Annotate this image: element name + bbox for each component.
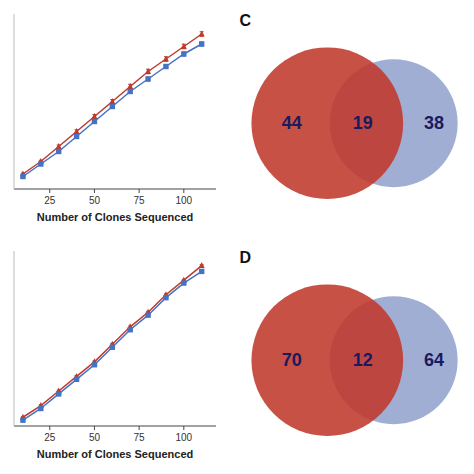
venn-set-left: [251, 47, 403, 199]
x-axis: [14, 189, 216, 190]
error-bar: [75, 135, 79, 139]
marker: [110, 104, 115, 109]
x-tick: [139, 189, 140, 193]
x-tick: [139, 426, 140, 430]
series-line: [23, 271, 202, 420]
venn-right-count: 38: [424, 113, 444, 133]
panel-label: D: [240, 249, 252, 266]
series: [20, 31, 205, 177]
x-tick-label: 75: [134, 195, 146, 206]
x-tick-label: 75: [134, 432, 146, 443]
marker: [127, 83, 133, 89]
x-label: Number of Clones Sequenced: [37, 211, 193, 223]
marker: [38, 406, 43, 411]
y-axis: [14, 251, 15, 426]
marker: [74, 128, 80, 134]
venn-panel: D 70 12 64: [240, 249, 458, 436]
marker: [56, 391, 61, 396]
venn-left-count: 70: [282, 350, 302, 370]
marker: [56, 149, 61, 154]
marker: [74, 377, 79, 382]
marker: [181, 43, 187, 49]
plot-area: [20, 262, 205, 423]
marker: [20, 174, 25, 179]
x-axis: [14, 426, 216, 427]
venn-overlap-count: 19: [353, 113, 373, 133]
marker: [199, 31, 205, 37]
error-bar: [110, 105, 114, 109]
marker: [56, 143, 62, 149]
y-axis: [14, 14, 15, 189]
venn-left-count: 44: [282, 113, 302, 133]
figure: 25 50 75 100 Number of Clones Sequenced 25 50 7…: [0, 0, 474, 474]
x-tick: [49, 426, 50, 430]
marker: [199, 41, 204, 46]
marker: [92, 362, 97, 367]
series: [20, 41, 204, 179]
x-tick-label: 50: [89, 432, 101, 443]
marker: [145, 68, 151, 74]
plot-area: [20, 31, 205, 180]
line-panel: 25 50 75 100 Number of Clones Sequenced: [14, 251, 216, 460]
marker: [110, 345, 115, 350]
venn-overlap-count: 12: [353, 350, 373, 370]
marker: [91, 113, 97, 119]
series: [20, 262, 205, 420]
marker: [145, 312, 150, 317]
marker: [20, 417, 25, 422]
marker: [109, 98, 115, 104]
marker: [92, 119, 97, 124]
marker: [181, 51, 186, 56]
x-tick: [94, 189, 95, 193]
series-line: [23, 266, 202, 418]
line-panel: 25 50 75 100 Number of Clones Sequenced: [14, 14, 216, 223]
venn-panel: C 44 19 38: [240, 12, 458, 199]
x-tick-label: 100: [175, 195, 192, 206]
error-bar: [200, 42, 204, 46]
x-tick-label: 25: [44, 432, 56, 443]
marker: [127, 327, 132, 332]
marker: [163, 56, 169, 62]
marker: [163, 295, 168, 300]
series: [20, 269, 204, 423]
marker: [127, 89, 132, 94]
marker: [199, 262, 205, 268]
x-tick-label: 100: [175, 432, 192, 443]
series-line: [23, 34, 202, 174]
venn-set-left: [251, 284, 403, 436]
error-bar: [182, 52, 186, 56]
x-tick-label: 25: [44, 195, 56, 206]
venn-right-count: 64: [424, 350, 444, 370]
series-line: [23, 44, 202, 177]
x-tick-label: 50: [89, 195, 101, 206]
error-bar: [164, 65, 168, 69]
error-bar: [92, 120, 96, 124]
marker: [145, 76, 150, 81]
marker: [199, 269, 204, 274]
marker: [181, 280, 186, 285]
x-tick: [183, 426, 184, 430]
marker: [163, 64, 168, 69]
x-tick: [94, 426, 95, 430]
panel-label: C: [240, 12, 252, 29]
error-bar: [128, 90, 132, 94]
error-bar: [146, 77, 150, 81]
x-label: Number of Clones Sequenced: [37, 448, 193, 460]
marker: [74, 134, 79, 139]
x-tick: [49, 189, 50, 193]
marker: [38, 161, 43, 166]
x-tick: [183, 189, 184, 193]
